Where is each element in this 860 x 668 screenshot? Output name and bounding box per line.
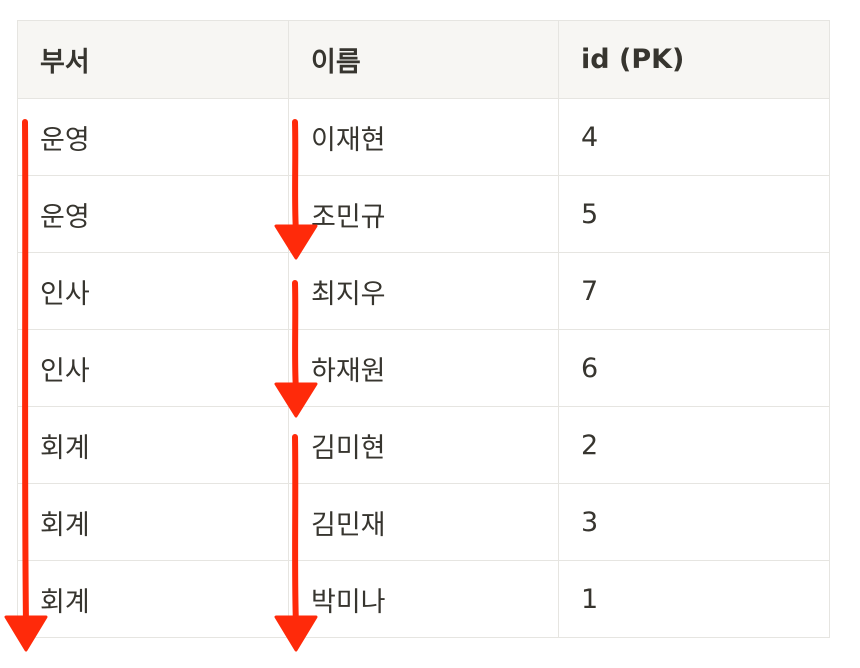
cell-dept: 회계: [17, 560, 289, 638]
cell-id: 5: [558, 175, 830, 253]
cell-id: 2: [558, 406, 830, 484]
data-table-container: 부서 이름 id (PK) 운영 이재현 4 운영 조민규 5 인사 최지우 7: [17, 20, 830, 652]
cell-id: 6: [558, 329, 830, 407]
cell-dept: 회계: [17, 483, 289, 561]
table-row: 운영 이재현 4: [17, 98, 830, 176]
table-row: 운영 조민규 5: [17, 175, 830, 253]
cell-name: 하재원: [288, 329, 559, 407]
cell-name: 조민규: [288, 175, 559, 253]
table-row: 회계 김미현 2: [17, 406, 830, 484]
table-row: 인사 최지우 7: [17, 252, 830, 330]
cell-dept: 회계: [17, 406, 289, 484]
column-header-id: id (PK): [558, 20, 830, 99]
cell-id: 3: [558, 483, 830, 561]
table-header-row: 부서 이름 id (PK): [17, 20, 830, 99]
table-row: 회계 박미나 1: [17, 560, 830, 638]
cell-name: 김미현: [288, 406, 559, 484]
cell-dept: 인사: [17, 252, 289, 330]
column-header-name: 이름: [288, 20, 559, 99]
cell-dept: 인사: [17, 329, 289, 407]
cell-id: 1: [558, 560, 830, 638]
cell-name: 박미나: [288, 560, 559, 638]
cell-dept: 운영: [17, 98, 289, 176]
data-table: 부서 이름 id (PK) 운영 이재현 4 운영 조민규 5 인사 최지우 7: [17, 20, 830, 638]
column-header-dept: 부서: [17, 20, 289, 99]
cell-name: 김민재: [288, 483, 559, 561]
cell-dept: 운영: [17, 175, 289, 253]
cell-id: 7: [558, 252, 830, 330]
cell-name: 최지우: [288, 252, 559, 330]
cell-id: 4: [558, 98, 830, 176]
table-row: 회계 김민재 3: [17, 483, 830, 561]
cell-name: 이재현: [288, 98, 559, 176]
table-row: 인사 하재원 6: [17, 329, 830, 407]
